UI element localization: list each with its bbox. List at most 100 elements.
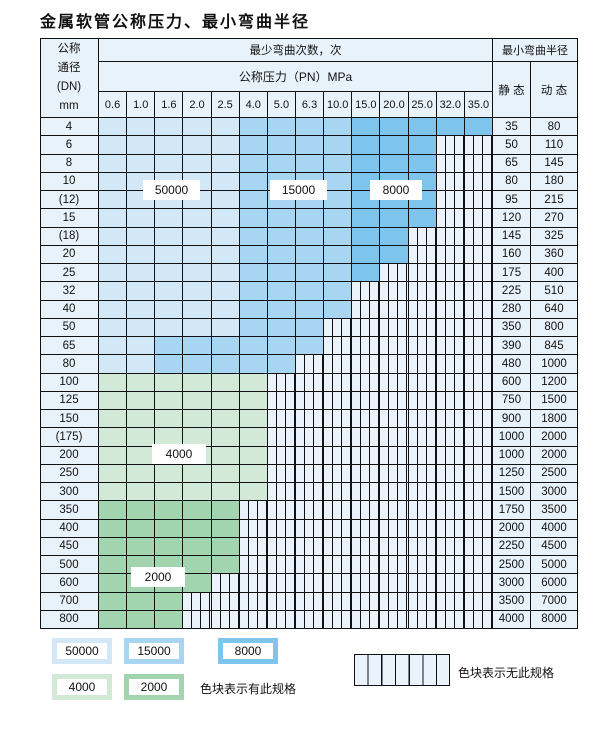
spec-cell-8000 (408, 118, 437, 137)
spec-cell-2000 (183, 537, 212, 556)
static-radius-cell: 50 (493, 136, 531, 155)
spec-cell-15000 (267, 318, 296, 337)
dynamic-radius-cell: 1800 (531, 410, 578, 429)
spec-cell-8000 (352, 136, 381, 155)
spec-cell-50000 (99, 300, 128, 319)
spec-cell-50000 (183, 136, 212, 155)
spec-cell-15000 (324, 264, 353, 283)
region-label-4000: 4000 (152, 444, 206, 464)
spec-cell-15000 (267, 136, 296, 155)
no-spec-cell (352, 300, 381, 319)
no-spec-cell (324, 464, 353, 483)
no-spec-cell (464, 410, 493, 429)
spec-cell-4000 (239, 464, 268, 483)
static-radius-cell: 2000 (493, 519, 531, 538)
no-spec-cell (380, 264, 409, 283)
no-spec-cell (436, 245, 465, 264)
no-spec-cell (296, 519, 325, 538)
dynamic-radius-cell: 8000 (531, 610, 578, 629)
spec-cell-15000 (239, 154, 268, 173)
no-spec-cell (352, 373, 381, 392)
spec-cell-50000 (155, 245, 184, 264)
spec-cell-50000 (211, 300, 240, 319)
no-spec-cell (436, 410, 465, 429)
spec-cell-4000 (183, 464, 212, 483)
no-spec-cell (436, 428, 465, 447)
no-spec-cell (436, 391, 465, 410)
pressure-col-header: 10.0 (324, 92, 353, 118)
spec-cell-50000 (127, 337, 156, 356)
no-spec-cell (464, 209, 493, 228)
spec-cell-8000 (352, 245, 381, 264)
spec-cell-4000 (127, 464, 156, 483)
no-spec-cell (211, 592, 240, 611)
spec-cell-50000 (155, 282, 184, 301)
no-spec-cell (436, 355, 465, 374)
spec-cell-50000 (99, 227, 128, 246)
spec-cell-50000 (211, 227, 240, 246)
no-spec-cell (408, 300, 437, 319)
no-spec-cell (352, 318, 381, 337)
spec-cell-50000 (155, 318, 184, 337)
legend-50000: 50000 (52, 638, 112, 664)
static-radius-cell: 145 (493, 227, 531, 246)
spec-cell-4000 (183, 483, 212, 502)
spec-cell-8000 (380, 227, 409, 246)
spec-cell-8000 (352, 154, 381, 173)
no-spec-cell (380, 337, 409, 356)
no-spec-cell (408, 501, 437, 520)
spec-cell-2000 (127, 519, 156, 538)
spec-cell-2000 (183, 574, 212, 593)
no-spec-cell (408, 574, 437, 593)
static-radius-cell: 280 (493, 300, 531, 319)
no-spec-cell (436, 318, 465, 337)
static-radius-cell: 350 (493, 318, 531, 337)
spec-cell-50000 (99, 136, 128, 155)
dn-cell: 500 (40, 556, 99, 575)
dn-cell: 700 (40, 592, 99, 611)
spec-cell-15000 (324, 282, 353, 301)
pressure-header: 公称压力（PN）MPa (99, 62, 493, 92)
spec-cell-2000 (211, 519, 240, 538)
spec-cell-2000 (155, 519, 184, 538)
no-spec-cell (352, 519, 381, 538)
dynamic-header: 动 态 (531, 62, 578, 118)
spec-cell-2000 (99, 610, 128, 629)
dn-cell: 600 (40, 574, 99, 593)
dn-cell: 15 (40, 209, 99, 228)
no-spec-cell (436, 337, 465, 356)
spec-cell-2000 (211, 501, 240, 520)
spec-cell-50000 (99, 337, 128, 356)
spec-cell-4000 (99, 446, 128, 465)
spec-cell-15000 (239, 318, 268, 337)
no-spec-cell (267, 373, 296, 392)
spec-cell-4000 (99, 464, 128, 483)
dynamic-radius-cell: 2000 (531, 428, 578, 447)
legend-15000: 15000 (124, 638, 184, 664)
dynamic-radius-cell: 3500 (531, 501, 578, 520)
no-spec-cell (352, 446, 381, 465)
static-radius-cell: 3000 (493, 574, 531, 593)
no-spec-cell (324, 592, 353, 611)
no-spec-cell (408, 610, 437, 629)
dn-cell: 25 (40, 264, 99, 283)
no-spec-cell (408, 446, 437, 465)
no-spec-cell (267, 592, 296, 611)
spec-cell-2000 (127, 501, 156, 520)
spec-cell-4000 (183, 410, 212, 429)
no-spec-cell (436, 136, 465, 155)
no-spec-cell (380, 574, 409, 593)
spec-cell-4000 (99, 391, 128, 410)
spec-cell-15000 (267, 282, 296, 301)
spec-cell-4000 (155, 373, 184, 392)
spec-cell-50000 (211, 118, 240, 137)
no-spec-cell (464, 610, 493, 629)
static-radius-cell: 120 (493, 209, 531, 228)
no-spec-cell (464, 337, 493, 356)
static-radius-cell: 175 (493, 264, 531, 283)
dynamic-radius-cell: 180 (531, 172, 578, 191)
no-spec-cell (324, 446, 353, 465)
spec-cell-50000 (183, 227, 212, 246)
spec-cell-4000 (127, 373, 156, 392)
